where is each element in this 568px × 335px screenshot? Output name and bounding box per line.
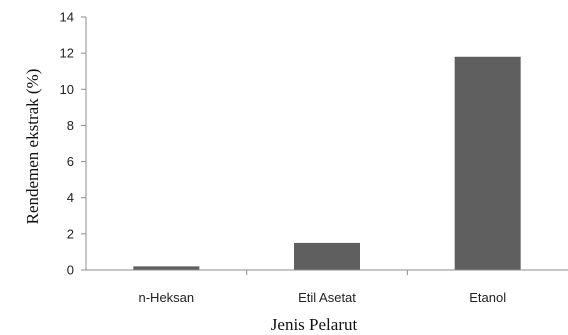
bar-n-heksan: [133, 266, 200, 270]
y-tick-label: 12: [60, 46, 74, 61]
y-tick-label: 10: [60, 82, 74, 97]
x-axis-title: Jenis Pelarut: [271, 315, 358, 334]
y-axis-title: Rendemen ekstrak (%): [23, 69, 42, 225]
y-tick-label: 0: [67, 263, 74, 278]
x-tick-label: Etil Asetat: [298, 290, 356, 305]
bars: [133, 56, 521, 270]
x-axis-ticks: n-Heksan Etil Asetat Etanol: [139, 270, 506, 305]
bar-etil-asetat: [294, 242, 360, 270]
x-tick-label: n-Heksan: [139, 290, 195, 305]
y-tick-label: 6: [67, 154, 74, 169]
y-tick-label: 2: [67, 226, 74, 241]
y-tick-label: 4: [67, 190, 74, 205]
y-tick-label: 8: [67, 118, 74, 133]
x-tick-label: Etanol: [469, 290, 506, 305]
y-tick-label: 14: [60, 10, 74, 25]
bar-etanol: [454, 56, 521, 270]
y-axis-ticks: 0 2 4 6 8 10 12 14: [60, 10, 86, 278]
